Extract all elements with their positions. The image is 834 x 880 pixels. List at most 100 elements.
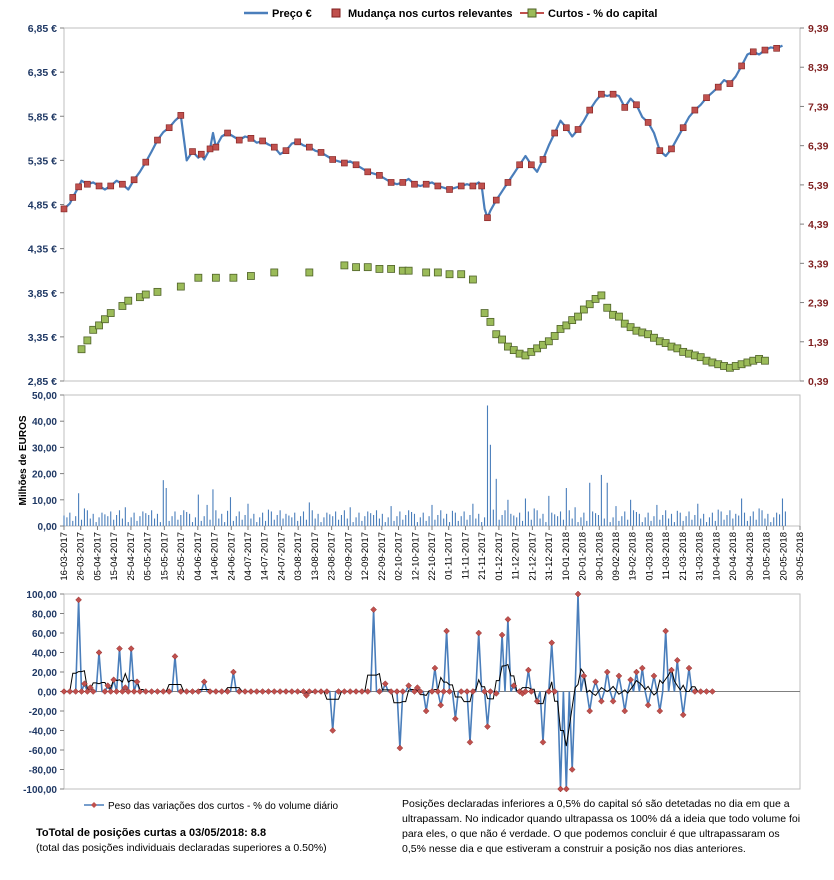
weight-point <box>592 678 599 686</box>
volume-bar <box>513 515 515 526</box>
volume-bar <box>723 519 725 526</box>
volume-bar <box>387 517 389 526</box>
volume-bar <box>673 522 675 526</box>
weight-point <box>122 684 129 691</box>
shorts-point <box>95 321 103 330</box>
volume-bar <box>92 513 94 526</box>
volume-bar <box>89 518 91 526</box>
shorts-point <box>387 265 396 273</box>
date-tick-label: 01-12-2017 <box>494 532 505 581</box>
weight-point <box>580 672 588 680</box>
legend-price-label: Preço € <box>272 8 312 20</box>
volume-bar <box>536 510 538 526</box>
volume-bar <box>262 512 264 526</box>
date-tick-label: 31-12-2017 <box>544 532 555 581</box>
change-point <box>679 124 687 132</box>
volume-bar <box>370 513 372 526</box>
volume-bar <box>411 511 413 526</box>
weight-point <box>124 688 132 695</box>
weight-y-tick-label: 20,00 <box>32 668 57 679</box>
weight-point <box>142 688 150 695</box>
volume-bar <box>697 503 699 526</box>
volume-bar <box>279 510 281 526</box>
volume-bar <box>390 506 392 526</box>
date-tick-label: 10-01-2018 <box>561 532 572 581</box>
date-tick-label: 09-02-2018 <box>611 532 622 581</box>
weight-point <box>387 688 395 695</box>
weight-point <box>528 688 535 695</box>
weight-point <box>545 688 553 695</box>
volume-bar <box>113 519 115 526</box>
weight-point <box>101 688 109 695</box>
volume-bar <box>612 517 614 526</box>
date-axis: 16-03-2017 26-03-2017 05-04-2017 15-04-2017… <box>59 526 806 581</box>
weight-point <box>615 672 623 680</box>
shorts-point <box>106 309 115 317</box>
weight-point <box>81 680 88 687</box>
volume-bar <box>221 513 223 526</box>
y-right-tick-label: 6,39 <box>808 141 829 153</box>
volume-bar <box>630 499 632 526</box>
weight-point <box>119 688 126 695</box>
volume-bar <box>153 518 156 526</box>
volume-bar <box>662 514 664 526</box>
weight-point <box>466 738 474 746</box>
weight-point <box>148 688 155 695</box>
weight-y-tick-label: 60,00 <box>32 629 57 640</box>
weight-point <box>271 688 278 695</box>
volume-bar <box>349 507 351 526</box>
date-tick-label: 19-02-2018 <box>628 532 639 581</box>
weight-point <box>437 701 445 709</box>
volume-bar <box>402 519 404 526</box>
volume-bar <box>171 516 173 526</box>
volume-bar <box>446 513 448 526</box>
weight-point <box>364 688 372 695</box>
volume-bar <box>779 514 781 526</box>
volume-bar <box>116 514 118 526</box>
weight-point <box>358 688 366 695</box>
volume-bar <box>335 511 337 526</box>
volume-bar <box>632 510 635 526</box>
weight-point <box>563 785 570 793</box>
volume-bar <box>682 520 684 526</box>
volume-bar <box>510 513 512 526</box>
volume-bar <box>481 522 483 526</box>
volume-bar <box>235 516 237 526</box>
weight-point <box>487 688 494 695</box>
shorts-point <box>404 266 413 275</box>
date-tick-label: 25-05-2017 <box>176 532 187 581</box>
volume-bar <box>203 516 205 526</box>
change-point <box>516 161 523 169</box>
volume-bar <box>635 511 637 526</box>
shorts-point <box>585 300 594 309</box>
volume-bar <box>323 517 325 526</box>
volume-y-tick-label: 20,00 <box>32 470 57 481</box>
date-tick-label: 15-05-2017 <box>159 532 170 581</box>
date-tick-label: 01-03-2018 <box>644 532 655 581</box>
volume-bar <box>174 511 176 526</box>
volume-bar <box>524 498 527 526</box>
volume-bar <box>189 513 191 526</box>
change-point <box>726 80 734 87</box>
volume-bar <box>592 511 594 526</box>
weight-point <box>440 688 447 695</box>
volume-y-tick-label: 30,00 <box>32 443 57 454</box>
change-point <box>528 161 535 169</box>
volume-bar <box>186 511 188 526</box>
weight-point <box>627 676 634 684</box>
weight-point <box>370 606 377 613</box>
weight-point <box>481 688 488 695</box>
shorts-point <box>176 282 185 291</box>
change-point <box>270 143 278 151</box>
volume-bar <box>66 517 68 526</box>
weight-point <box>78 688 85 695</box>
y-right-tick-label: 0,39 <box>808 376 829 388</box>
weight-point <box>136 688 144 695</box>
date-tick-label: 21-03-2018 <box>678 532 689 581</box>
volume-bar <box>238 511 240 526</box>
volume-bar <box>311 510 313 526</box>
volume-bar <box>501 514 503 526</box>
volume-bar <box>758 508 760 526</box>
volume-bar <box>256 522 258 526</box>
volume-bar <box>714 520 716 526</box>
